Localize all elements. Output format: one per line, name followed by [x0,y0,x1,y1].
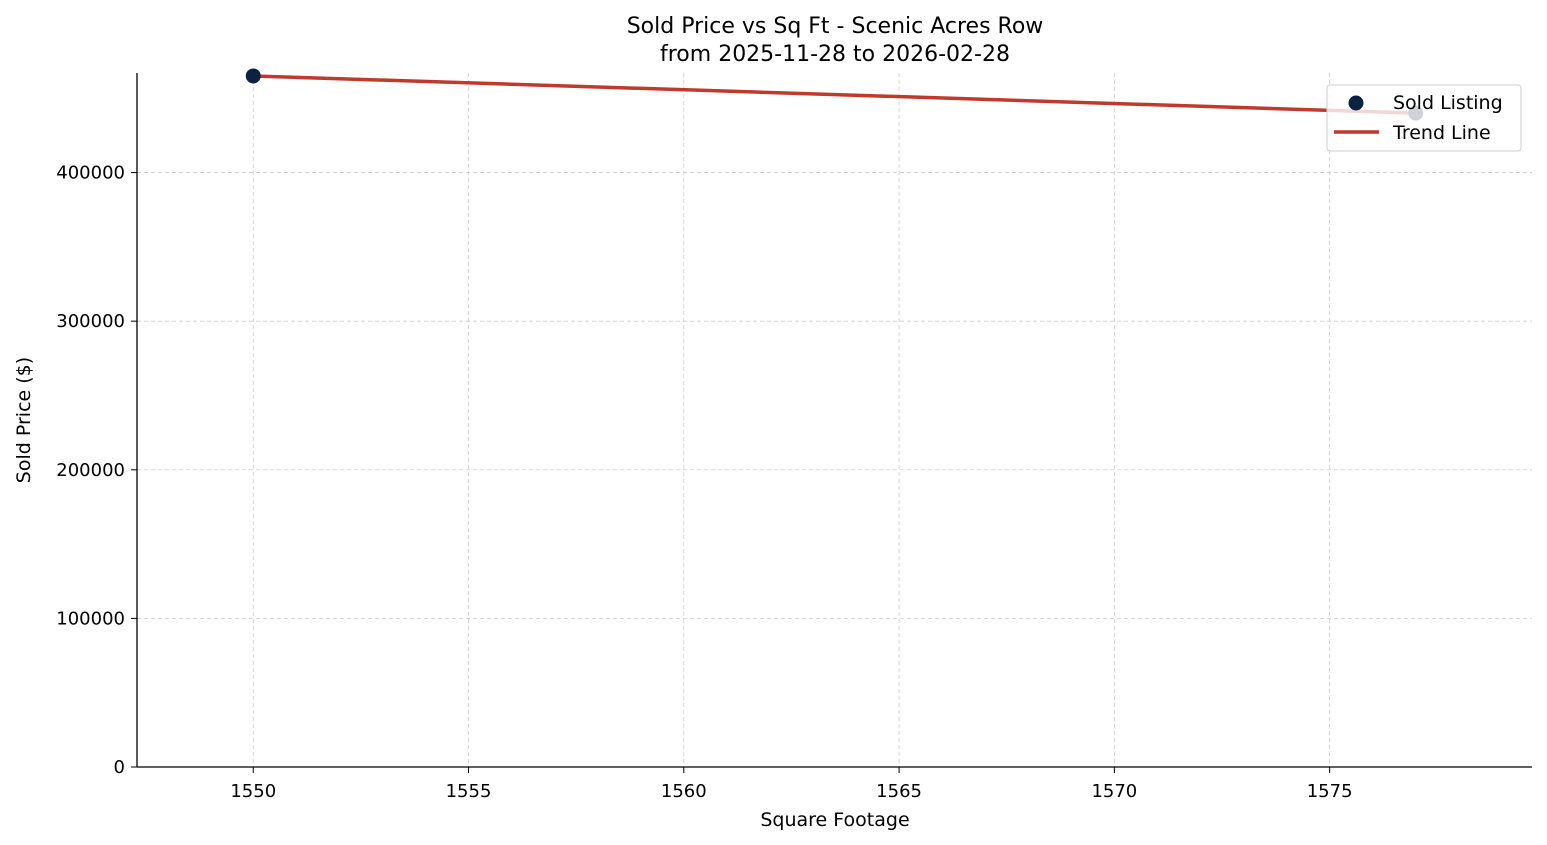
x-tick-label: 1560 [661,781,707,802]
legend-box [1326,84,1522,152]
grid [137,73,1532,767]
y-axis-label: Sold Price ($) [13,357,35,483]
ticks: 1550 1555 1560 1565 1570 1575 0 100000 200000 300… [56,163,1352,802]
y-tick-label: 100000 [56,608,125,629]
chart-subtitle: from 2025-11-28 to 2026-02-28 [660,42,1010,67]
x-tick-label: 1550 [230,781,276,802]
chart-title: Sold Price vs Sq Ft - Scenic Acres Row [627,14,1044,39]
legend-marker-sold-listing [1348,95,1364,111]
trend-line [253,74,1416,115]
x-tick-label: 1570 [1091,781,1137,802]
x-tick-label: 1565 [876,781,922,802]
plot-marks [245,68,1424,121]
x-tick-label: 1575 [1307,781,1353,802]
legend: Sold Listing Trend Line [1326,84,1522,152]
sold-listing-point [245,68,261,84]
x-axis-label: Square Footage [760,809,909,831]
y-tick-label: 200000 [56,460,125,481]
legend-label-trend-line: Trend Line [1392,122,1491,144]
x-tick-label: 1555 [446,781,492,802]
y-tick-label: 400000 [56,163,125,184]
y-tick-label: 300000 [56,311,125,332]
y-tick-label: 0 [114,757,125,778]
legend-label-sold-listing: Sold Listing [1393,92,1503,114]
